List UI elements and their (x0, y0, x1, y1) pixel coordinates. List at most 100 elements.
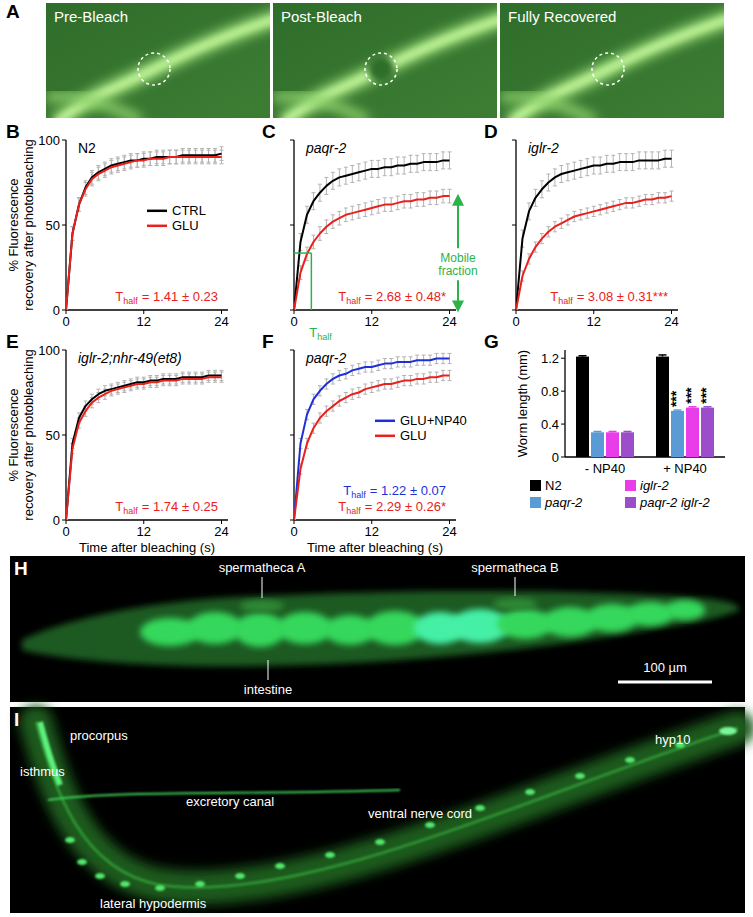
legend-swatch (625, 497, 636, 508)
hypodermal-nucleus (475, 805, 485, 811)
plot-area (576, 355, 714, 457)
error-cap (389, 197, 393, 198)
bar (686, 408, 699, 457)
annotation: Thalf= 3.08 ± 0.31*** (550, 289, 668, 306)
annotation-part: T (115, 289, 123, 304)
chart-title: N2 (78, 140, 96, 156)
error-cap (318, 184, 322, 185)
error-cap (566, 225, 570, 226)
figure: APre-BleachPost-BleachFully RecoveredB01… (0, 0, 753, 917)
legend-label: paqr-2 iglr-2 (639, 495, 710, 510)
frame-content (273, 3, 497, 118)
error-cap (611, 201, 615, 202)
error-cap (540, 233, 544, 234)
error-cap (337, 406, 341, 407)
error-cap (220, 150, 224, 151)
error-cap (344, 208, 348, 209)
hypodermal-nucleus (375, 839, 385, 845)
hypodermal-nucleus (625, 757, 635, 763)
mobile-fraction-arrow (457, 280, 459, 310)
error-cap (396, 174, 400, 175)
error-cap (637, 168, 641, 169)
error-cap (344, 368, 348, 369)
error-cap (428, 153, 432, 154)
annotation-part: T (338, 499, 346, 514)
error-cap (553, 168, 557, 169)
bar (621, 432, 634, 457)
y-tick-label: 0 (552, 450, 559, 465)
error-cap (657, 151, 661, 152)
error-cap (428, 170, 432, 171)
error-cap (389, 175, 393, 176)
error-cap (331, 172, 335, 173)
error-cap (448, 370, 452, 371)
hypodermal-nucleus (77, 859, 87, 865)
error-cap (324, 194, 328, 195)
legend-label: GLU (172, 218, 199, 233)
error-cap (585, 218, 589, 219)
error-cap (540, 180, 544, 181)
error-cap (220, 382, 224, 383)
series-line (66, 154, 222, 310)
error-cap (220, 146, 224, 147)
y-axis-label: % Fluorescence (6, 388, 21, 481)
error-cap (370, 392, 374, 393)
error-cap (389, 158, 393, 159)
error-cap (441, 363, 445, 364)
error-cap (324, 389, 328, 390)
error-cap (448, 202, 452, 203)
y-tick (62, 520, 66, 521)
x-axis-label: Time after bleaching (s) (307, 540, 443, 555)
error-cap (363, 361, 367, 362)
error-cap (187, 148, 191, 149)
annotation: Thalf= 1.74 ± 0.25 (115, 499, 218, 516)
error-cap (409, 172, 413, 173)
error-cap (572, 221, 576, 222)
hypodermal-nucleus (235, 873, 245, 879)
error-cap (357, 387, 361, 388)
error-cap (448, 151, 452, 152)
error-cap (220, 372, 224, 373)
error-cap (572, 179, 576, 180)
error-cap (383, 368, 387, 369)
x-tick-label: 0 (290, 524, 297, 539)
error-cap (396, 196, 400, 197)
error-cap (318, 395, 322, 396)
background (0, 0, 753, 917)
error-cap (389, 358, 393, 359)
error-cap (428, 382, 432, 383)
error-cap (422, 192, 426, 193)
error-cap (598, 174, 602, 175)
panel-letter: A (6, 1, 20, 22)
legend-label: paqr-2 (544, 495, 583, 510)
intestine-cell (665, 600, 705, 620)
error-cap (435, 363, 439, 364)
x-axis (294, 519, 456, 520)
significance: *** (669, 390, 685, 407)
error-cap (194, 373, 198, 374)
bleach-roi (138, 53, 170, 85)
error-cap (109, 174, 113, 175)
error-cap (337, 225, 341, 226)
error-cap (148, 375, 152, 376)
annotation-part: T (338, 289, 346, 304)
error-cap (200, 148, 204, 149)
error-cap (83, 180, 87, 181)
error-cap (311, 192, 315, 193)
error-cap (207, 148, 211, 149)
error-cap (415, 373, 419, 374)
error-cap (566, 163, 570, 164)
error-cap (305, 206, 309, 207)
error-cap (213, 372, 217, 373)
error-cap (318, 423, 322, 424)
error-cap (318, 240, 322, 241)
error-cap (527, 202, 531, 203)
error-cap (670, 167, 674, 168)
error-cap (213, 150, 217, 151)
error-cap (609, 431, 617, 433)
error-cap (103, 399, 107, 400)
panel-letter: I (14, 709, 19, 730)
error-cap (546, 191, 550, 192)
error-cap (363, 202, 367, 203)
annotation-part: T (309, 325, 317, 340)
